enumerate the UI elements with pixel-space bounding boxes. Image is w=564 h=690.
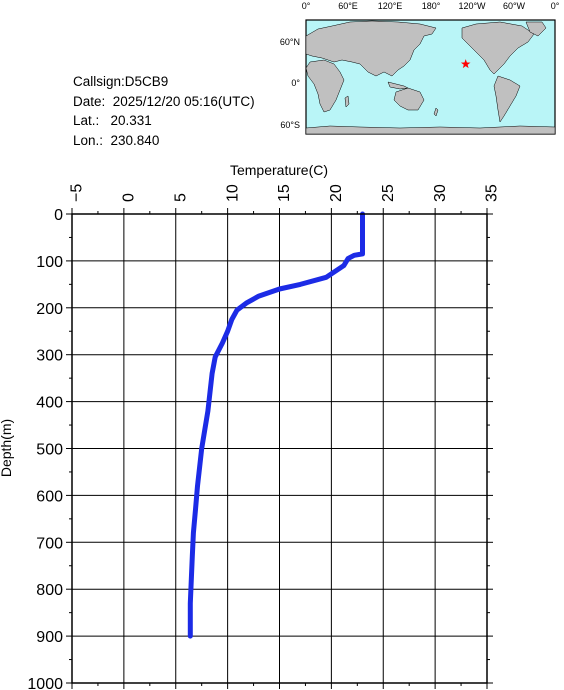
x-tick-label: 35 xyxy=(484,184,501,202)
y-tick-label: 100 xyxy=(36,254,63,271)
longitude-label: Lon.: 230.840 xyxy=(73,132,160,148)
map-lon-label: 120°E xyxy=(378,1,403,11)
map-lat-label: 60°S xyxy=(280,120,300,130)
chart-series xyxy=(187,211,365,639)
map-lat-label: 60°N xyxy=(280,37,300,47)
y-tick-label: 200 xyxy=(36,301,63,318)
callsign-label: Callsign:D5CB9 xyxy=(73,74,169,89)
y-tick-label: 0 xyxy=(54,207,63,224)
star-icon xyxy=(460,59,471,69)
x-tick-label: 0 xyxy=(121,193,138,202)
map-lon-label: 60°E xyxy=(338,1,358,11)
map-land xyxy=(305,20,556,135)
y-tick-label: 500 xyxy=(36,442,63,459)
map-lon-label: 0° xyxy=(551,1,560,11)
y-tick-label: 400 xyxy=(36,395,63,412)
x-tick-label: 10 xyxy=(224,184,241,202)
map-lon-label: 60°W xyxy=(503,1,526,11)
map-lon-label: 0° xyxy=(302,1,311,11)
x-tick-label: −5 xyxy=(69,184,86,202)
x-tick-label: 25 xyxy=(380,184,397,202)
y-axis-ticks: 0 100 200 300 400 500 600 700 800 900 1000 xyxy=(27,207,63,690)
date-label: Date: 2025/12/20 05:16(UTC) xyxy=(73,93,255,109)
chart-frame xyxy=(66,208,493,689)
y-tick-label: 900 xyxy=(36,629,63,646)
map-left-labels: 60°N 0° 60°S xyxy=(280,37,301,130)
latitude-label: Lat.: 20.331 xyxy=(73,113,152,128)
x-tick-label: 5 xyxy=(172,193,189,202)
y-tick-label: 800 xyxy=(36,582,63,599)
map-lat-label: 0° xyxy=(291,78,300,88)
x-tick-label: 15 xyxy=(276,184,293,202)
map-top-labels: 0° 60°E 120°E 180° 120°W 60°W 0° xyxy=(302,1,560,11)
map-lon-label: 180° xyxy=(422,1,441,11)
x-tick-label: 20 xyxy=(328,184,345,202)
x-tick-label: 30 xyxy=(432,184,449,202)
y-tick-label: 1000 xyxy=(27,676,63,690)
x-axis-title: Temperature(C) xyxy=(230,162,328,178)
y-tick-label: 300 xyxy=(36,348,63,365)
world-map: 0° 60°E 120°E 180° 120°W 60°W 0° 60°N 0°… xyxy=(280,1,560,135)
x-axis-ticks: −5 0 5 10 15 20 25 30 35 xyxy=(69,184,501,202)
y-tick-label: 700 xyxy=(36,535,63,552)
y-axis-title: Depth(m) xyxy=(0,419,14,477)
y-tick-label: 600 xyxy=(36,488,63,505)
map-lon-label: 120°W xyxy=(458,1,486,11)
temperature-profile-line xyxy=(187,211,365,639)
chart-grid xyxy=(71,213,488,684)
station-info: Callsign:D5CB9 Date: 2025/12/20 05:16(UT… xyxy=(73,72,255,150)
